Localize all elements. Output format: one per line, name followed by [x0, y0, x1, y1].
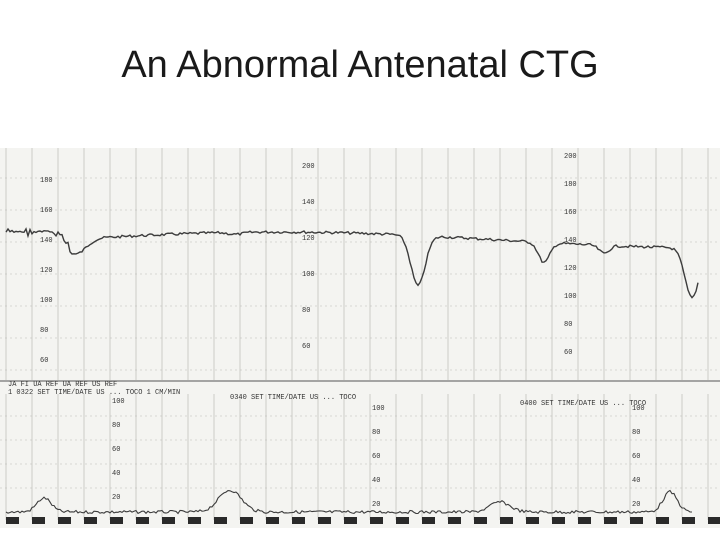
time-mark — [214, 517, 227, 524]
fhr-scale-right: 200 180 160 140 120 100 80 60 — [564, 153, 577, 357]
time-mark — [526, 517, 539, 524]
fhr-tick-label: 60 — [564, 349, 572, 357]
fhr-tick-label: 100 — [40, 297, 53, 305]
time-mark — [240, 517, 253, 524]
fhr-tick-label: 180 — [564, 181, 577, 189]
toco-scale-mid: 100 80 60 40 20 — [372, 405, 385, 509]
time-mark — [32, 517, 45, 524]
fhr-tick-label: 120 — [564, 265, 577, 273]
toco-tick-label: 20 — [372, 501, 380, 509]
header-mid: 0340 SET TIME/DATE US ... TOCO — [230, 394, 356, 402]
time-mark — [708, 517, 720, 524]
fhr-tick-label: 200 — [564, 153, 577, 161]
toco-tick-label: 100 — [112, 398, 125, 406]
toco-scale-left: 100 80 60 40 20 — [112, 398, 125, 502]
fhr-tick-label: 120 — [40, 267, 53, 275]
time-mark — [266, 517, 279, 524]
time-mark — [552, 517, 565, 524]
toco-tick-label: 40 — [112, 470, 120, 478]
time-mark — [110, 517, 123, 524]
fhr-tick-label: 140 — [40, 237, 53, 245]
toco-tick-label: 80 — [632, 429, 640, 437]
ctg-grid — [0, 148, 720, 520]
fhr-tick-label: 120 — [302, 235, 315, 243]
time-mark — [656, 517, 669, 524]
time-mark — [604, 517, 617, 524]
toco-tick-label: 100 — [632, 405, 645, 413]
fhr-tick-label: 60 — [40, 357, 48, 365]
fhr-tick-label: 160 — [40, 207, 53, 215]
fhr-tick-label: 80 — [40, 327, 48, 335]
time-mark — [370, 517, 383, 524]
fhr-scale-left: 180 160 140 120 100 80 60 — [40, 177, 53, 365]
time-mark — [318, 517, 331, 524]
fhr-tick-label: 80 — [564, 321, 572, 329]
fhr-tick-label: 100 — [564, 293, 577, 301]
time-mark — [188, 517, 201, 524]
fhr-tick-label: 60 — [302, 343, 310, 351]
fhr-tick-label: 180 — [40, 177, 53, 185]
time-mark — [422, 517, 435, 524]
time-mark — [474, 517, 487, 524]
time-mark — [344, 517, 357, 524]
header-right: 0400 SET TIME/DATE US ... TOCO — [520, 400, 646, 408]
time-mark — [6, 517, 19, 524]
ctg-printout: JA FI UA REF UA REF US REF 1 0322 SET TI… — [0, 148, 720, 528]
toco-tick-label: 80 — [372, 429, 380, 437]
toco-scale-right: 100 80 60 40 20 — [632, 405, 645, 509]
fhr-scale-mid: 200 140 120 100 80 60 — [302, 163, 315, 351]
toco-trace — [5, 489, 692, 515]
fhr-tick-label: 80 — [302, 307, 310, 315]
time-mark — [84, 517, 97, 524]
fhr-tick-label: 140 — [564, 237, 577, 245]
header-left-1: JA FI UA REF UA REF US REF — [8, 381, 117, 389]
toco-tick-label: 80 — [112, 422, 120, 430]
ctg-strip: JA FI UA REF UA REF US REF 1 0322 SET TI… — [0, 148, 720, 528]
toco-tick-label: 20 — [632, 501, 640, 509]
toco-tick-label: 20 — [112, 494, 120, 502]
toco-tick-label: 40 — [632, 477, 640, 485]
fhr-tick-label: 100 — [302, 271, 315, 279]
fhr-trace — [5, 227, 699, 299]
time-mark — [682, 517, 695, 524]
time-mark — [578, 517, 591, 524]
header-left-2: 1 0322 SET TIME/DATE US ... TOCO 1 CM/MI… — [8, 389, 180, 397]
time-mark — [292, 517, 305, 524]
time-mark — [58, 517, 71, 524]
fhr-tick-label: 200 — [302, 163, 315, 171]
time-mark — [162, 517, 175, 524]
time-mark — [136, 517, 149, 524]
time-mark — [500, 517, 513, 524]
time-mark — [396, 517, 409, 524]
toco-tick-label: 100 — [372, 405, 385, 413]
toco-tick-label: 60 — [372, 453, 380, 461]
time-mark — [448, 517, 461, 524]
time-mark — [630, 517, 643, 524]
toco-tick-label: 60 — [112, 446, 120, 454]
toco-tick-label: 60 — [632, 453, 640, 461]
fhr-tick-label: 160 — [564, 209, 577, 217]
time-marks — [6, 517, 720, 524]
slide-title: An Abnormal Antenatal CTG — [121, 44, 599, 86]
toco-tick-label: 40 — [372, 477, 380, 485]
fhr-tick-label: 140 — [302, 199, 315, 207]
